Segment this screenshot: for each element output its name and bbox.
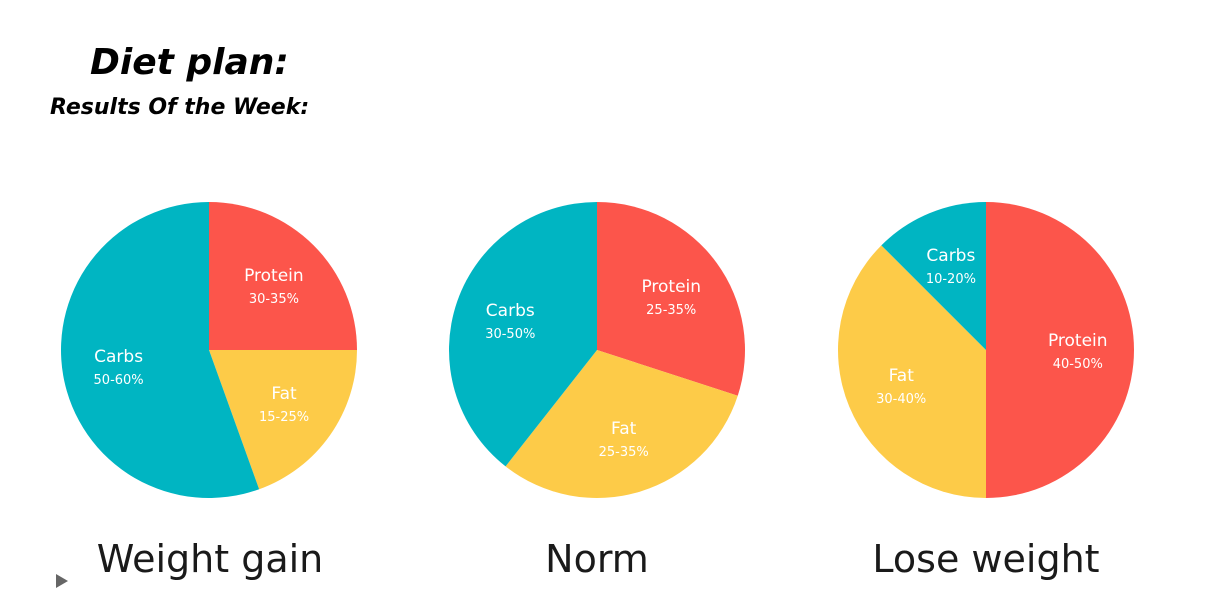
pie-slice-fat bbox=[837, 245, 986, 498]
pie-slice-protein bbox=[986, 202, 1134, 498]
slice-range-carbs: 30-50% bbox=[485, 327, 535, 342]
pie-slice-carbs bbox=[881, 202, 986, 350]
page-subtitle: Results Of the Week: bbox=[50, 95, 310, 120]
page-title: Diet plan: bbox=[90, 42, 289, 83]
chart-title-norm: Norm bbox=[545, 537, 649, 581]
play-icon[interactable] bbox=[56, 574, 68, 588]
slice-range-fat: 15-25% bbox=[259, 410, 309, 425]
pie-slice-fat bbox=[505, 350, 738, 499]
slice-label-protein: Protein bbox=[641, 277, 701, 297]
slice-label-carbs: Carbs bbox=[926, 246, 975, 266]
slice-label-carbs: Carbs bbox=[94, 347, 143, 367]
slice-range-fat: 30-40% bbox=[876, 392, 926, 407]
pie-slice-fat bbox=[209, 350, 357, 490]
slice-label-protein: Protein bbox=[1048, 331, 1108, 351]
slice-range-carbs: 10-20% bbox=[926, 272, 976, 287]
slice-range-fat: 25-35% bbox=[599, 445, 649, 460]
pie-slice-protein bbox=[597, 202, 745, 396]
slice-range-protein: 25-35% bbox=[646, 303, 696, 318]
chart-title-weight-gain: Weight gain bbox=[97, 537, 324, 581]
chart-title-lose-weight: Lose weight bbox=[872, 537, 1099, 581]
slice-range-carbs: 50-60% bbox=[94, 373, 144, 388]
slice-label-protein: Protein bbox=[244, 266, 304, 286]
slice-label-fat: Fat bbox=[889, 366, 915, 386]
slice-label-carbs: Carbs bbox=[486, 301, 535, 321]
pie-slice-protein bbox=[209, 202, 357, 350]
slice-range-protein: 30-35% bbox=[249, 292, 299, 307]
pie-slice-carbs bbox=[449, 202, 597, 467]
slice-label-fat: Fat bbox=[611, 419, 637, 439]
pie-chart-norm: Protein 25-35% Fat 25-35% Carbs 30-50% Norm bbox=[449, 202, 745, 581]
pie-chart-weight-gain: Protein 30-35% Fat 15-25% Carbs 50-60% Weight … bbox=[61, 202, 357, 581]
slice-label-fat: Fat bbox=[271, 384, 297, 404]
pie-chart-lose-weight: Protein 40-50% Fat 30-40% Carbs 10-20% Lose we… bbox=[837, 202, 1134, 581]
pie-slice-carbs bbox=[61, 202, 260, 499]
slice-range-protein: 40-50% bbox=[1053, 357, 1103, 372]
